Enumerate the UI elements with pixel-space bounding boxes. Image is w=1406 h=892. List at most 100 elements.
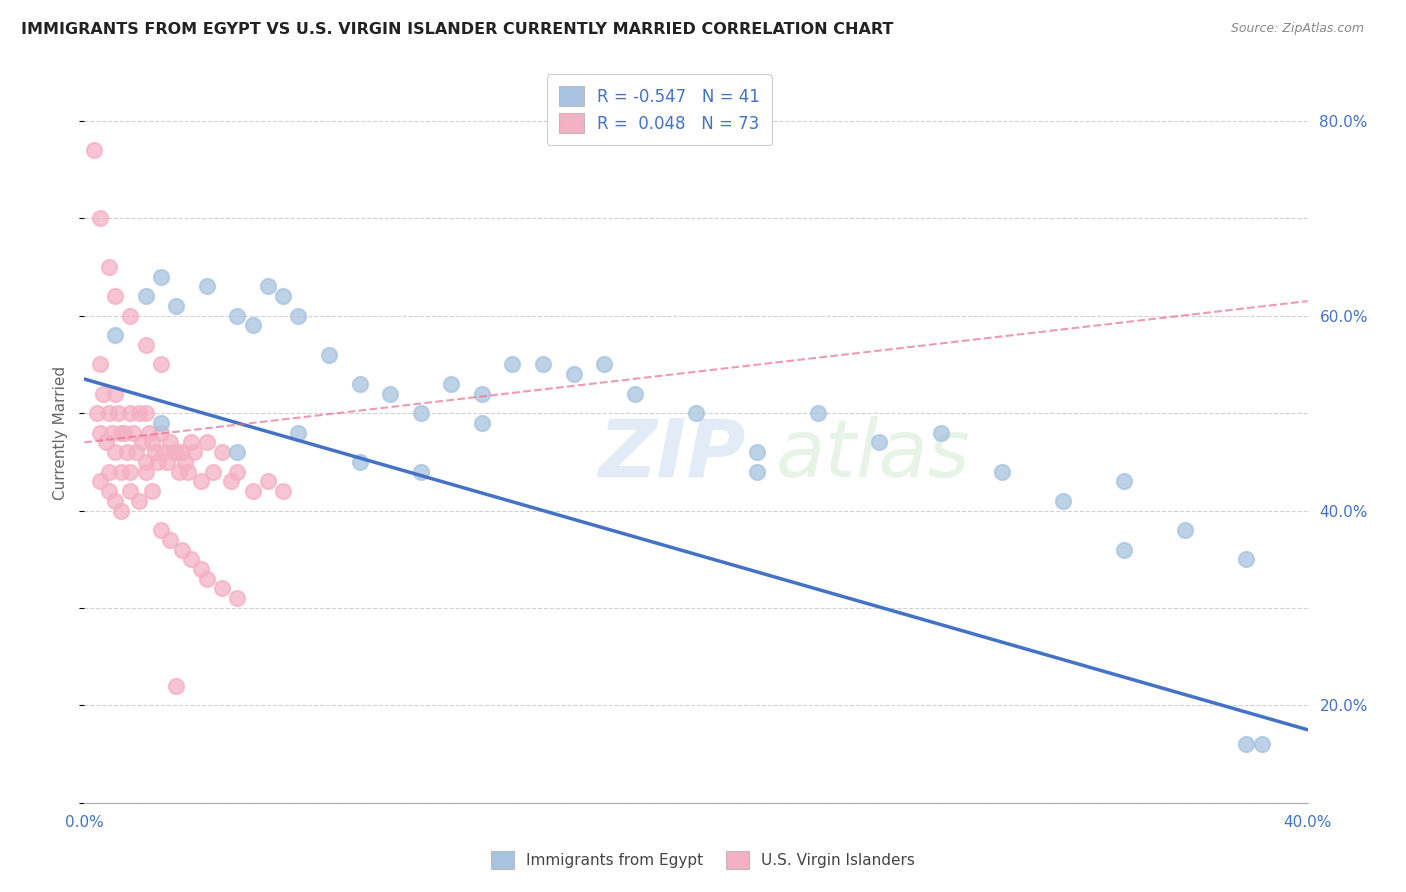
Point bbox=[167, 465, 190, 479]
Legend: R = -0.547   N = 41, R =  0.048   N = 73: R = -0.547 N = 41, R = 0.048 N = 73 bbox=[547, 74, 772, 145]
Point bbox=[349, 455, 371, 469]
Point bbox=[257, 475, 280, 489]
Point bbox=[1114, 542, 1136, 557]
Point bbox=[122, 425, 145, 440]
Point bbox=[153, 445, 176, 459]
Point bbox=[112, 425, 135, 440]
Point bbox=[115, 445, 138, 459]
Text: atlas: atlas bbox=[776, 416, 970, 494]
Point bbox=[149, 523, 172, 537]
Point bbox=[1236, 552, 1258, 566]
Point bbox=[89, 358, 111, 372]
Point bbox=[685, 406, 707, 420]
Point bbox=[101, 425, 124, 440]
Point bbox=[287, 425, 309, 440]
Point bbox=[135, 338, 157, 352]
Point bbox=[747, 445, 769, 459]
Point bbox=[1250, 737, 1272, 751]
Point bbox=[562, 367, 585, 381]
Point bbox=[110, 465, 132, 479]
Point bbox=[97, 484, 120, 499]
Text: ZIP: ZIP bbox=[598, 416, 745, 494]
Point bbox=[104, 289, 127, 303]
Point bbox=[183, 445, 205, 459]
Point bbox=[190, 475, 212, 489]
Point bbox=[138, 425, 160, 440]
Point bbox=[409, 465, 432, 479]
Point bbox=[135, 289, 157, 303]
Point bbox=[211, 445, 233, 459]
Point bbox=[128, 406, 150, 420]
Point bbox=[318, 348, 340, 362]
Point bbox=[125, 445, 148, 459]
Point bbox=[271, 484, 294, 499]
Point bbox=[593, 358, 616, 372]
Point bbox=[141, 435, 163, 450]
Point bbox=[380, 386, 402, 401]
Point bbox=[149, 416, 172, 430]
Text: IMMIGRANTS FROM EGYPT VS U.S. VIRGIN ISLANDER CURRENTLY MARRIED CORRELATION CHAR: IMMIGRANTS FROM EGYPT VS U.S. VIRGIN ISL… bbox=[21, 22, 893, 37]
Point bbox=[242, 484, 264, 499]
Point bbox=[201, 465, 224, 479]
Point bbox=[97, 260, 120, 274]
Point bbox=[128, 493, 150, 508]
Point bbox=[162, 445, 184, 459]
Point bbox=[440, 376, 463, 391]
Point bbox=[991, 465, 1014, 479]
Point bbox=[165, 679, 187, 693]
Point bbox=[807, 406, 830, 420]
Point bbox=[624, 386, 647, 401]
Point bbox=[104, 445, 127, 459]
Point bbox=[135, 465, 157, 479]
Point bbox=[172, 542, 194, 557]
Point bbox=[159, 533, 181, 547]
Point bbox=[104, 328, 127, 343]
Point bbox=[226, 445, 249, 459]
Point bbox=[174, 455, 197, 469]
Point bbox=[226, 591, 249, 606]
Point bbox=[211, 582, 233, 596]
Point bbox=[180, 435, 202, 450]
Point bbox=[195, 572, 218, 586]
Point bbox=[1236, 737, 1258, 751]
Point bbox=[97, 465, 120, 479]
Point bbox=[409, 406, 432, 420]
Point bbox=[120, 465, 142, 479]
Point bbox=[747, 465, 769, 479]
Point bbox=[219, 475, 242, 489]
Point bbox=[146, 455, 169, 469]
Point bbox=[149, 358, 172, 372]
Point bbox=[104, 386, 127, 401]
Point bbox=[349, 376, 371, 391]
Point bbox=[1174, 523, 1197, 537]
Point bbox=[120, 406, 142, 420]
Legend: Immigrants from Egypt, U.S. Virgin Islanders: Immigrants from Egypt, U.S. Virgin Islan… bbox=[485, 845, 921, 875]
Point bbox=[242, 318, 264, 333]
Point bbox=[141, 484, 163, 499]
Point bbox=[929, 425, 952, 440]
Point bbox=[86, 406, 108, 420]
Point bbox=[1114, 475, 1136, 489]
Point bbox=[83, 143, 105, 157]
Point bbox=[149, 269, 172, 284]
Point bbox=[104, 493, 127, 508]
Point bbox=[190, 562, 212, 576]
Point bbox=[180, 552, 202, 566]
Point bbox=[89, 475, 111, 489]
Point bbox=[177, 465, 200, 479]
Point bbox=[257, 279, 280, 293]
Point bbox=[471, 416, 494, 430]
Point bbox=[110, 503, 132, 517]
Point bbox=[89, 211, 111, 226]
Text: Source: ZipAtlas.com: Source: ZipAtlas.com bbox=[1230, 22, 1364, 36]
Point bbox=[107, 406, 129, 420]
Point bbox=[531, 358, 554, 372]
Point bbox=[195, 279, 218, 293]
Point bbox=[135, 455, 157, 469]
Point bbox=[97, 406, 120, 420]
Point bbox=[172, 445, 194, 459]
Point bbox=[165, 445, 187, 459]
Point bbox=[1052, 493, 1074, 508]
Point bbox=[226, 465, 249, 479]
Point bbox=[156, 455, 179, 469]
